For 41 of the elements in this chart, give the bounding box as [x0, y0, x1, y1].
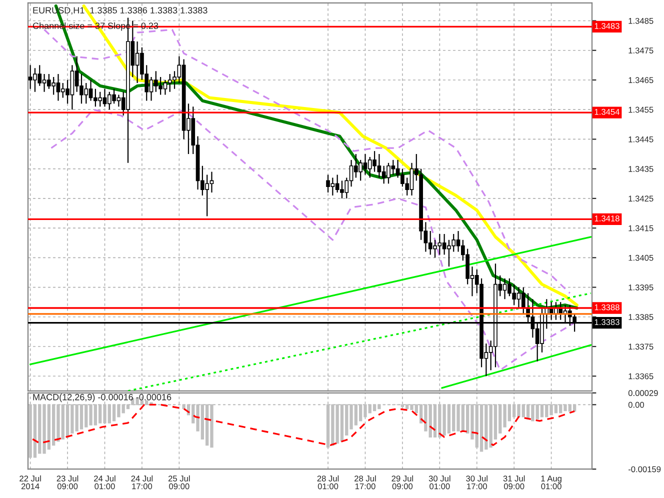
- x-tick-label: 31 Jul 09:00: [503, 475, 525, 490]
- y-tick-label: 1.3425: [628, 196, 654, 202]
- x-tick-label: 1 Aug 01:00: [541, 476, 562, 490]
- x-tick-label: 25 Jul 09:00: [168, 475, 190, 490]
- y-tick-label: 1.3415: [628, 225, 654, 232]
- ref-line-label: 1.3454: [594, 108, 620, 115]
- line-series: [32, 404, 576, 446]
- chart-title: MACD(12,26,9) -0.00016 -0.00016: [33, 394, 172, 402]
- y-tick-label: -0.00159: [628, 466, 661, 472]
- x-tick-label: 24 Jul 01:00: [94, 475, 116, 490]
- bar: [433, 404, 437, 438]
- x-tick-label: 30 Jul 17:00: [466, 475, 488, 490]
- y-tick-label: 1.3465: [628, 77, 654, 84]
- y-tick-label: 1.3405: [628, 254, 654, 261]
- x-tick-label: 22 Jul 2014: [20, 475, 41, 490]
- y-tick-label: 1.3445: [628, 136, 654, 142]
- y-tick-label: 0.00029: [628, 390, 658, 396]
- bar: [540, 404, 544, 418]
- x-tick-label: 28 Jul 01:00: [317, 475, 339, 490]
- x-tick-label: 23 Jul 09:00: [56, 475, 78, 490]
- x-tick-label: 24 Jul 17:00: [131, 475, 153, 490]
- ref-line-label: 1.3383: [594, 319, 620, 326]
- line-series: [50, 108, 576, 372]
- x-tick-label: 29 Jul 09:00: [392, 475, 414, 490]
- candlestick: [521, 286, 526, 314]
- y-tick-label: 0.00: [628, 402, 644, 408]
- y-tick-label: 1.3475: [628, 48, 654, 54]
- ref-line-label: 1.3483: [594, 23, 620, 29]
- y-tick-label: 1.3485: [628, 18, 654, 24]
- x-tick-label: 28 Jul 17:00: [354, 475, 376, 490]
- ref-line-label: 1.3388: [594, 304, 620, 310]
- y-tick-label: 1.3365: [628, 373, 654, 380]
- y-tick-label: 1.3395: [628, 284, 654, 290]
- ref-line-label: 1.3418: [594, 216, 620, 222]
- bar: [80, 404, 84, 430]
- y-tick-label: 1.3385: [628, 314, 654, 320]
- y-tick-label: 1.3455: [628, 106, 654, 113]
- y-tick-label: 1.3435: [628, 166, 654, 172]
- bar: [400, 404, 404, 408]
- x-tick-label: 30 Jul 01:00: [428, 475, 450, 490]
- y-tick-label: 1.3375: [628, 344, 654, 350]
